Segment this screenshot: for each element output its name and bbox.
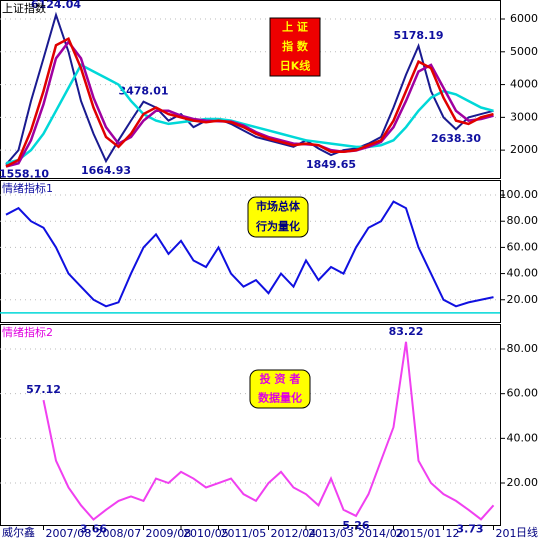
x-tick-label: 2014/02	[358, 527, 404, 540]
badge-text: 投 资 者	[260, 372, 301, 386]
y-tick-label: 2000	[510, 143, 538, 156]
badge-text: 指 数	[282, 39, 309, 53]
y-tick-label: 60.00	[507, 240, 539, 253]
badge-text: 行为量化	[255, 219, 300, 233]
y-tick-label: 60.00	[507, 387, 539, 400]
panel-title: 上证指数	[2, 1, 46, 15]
badge-text: 数据量化	[258, 391, 302, 405]
value-label: 1664.93	[81, 164, 131, 177]
footer-left: 威尔鑫	[2, 525, 35, 539]
panel-frame	[0, 324, 501, 526]
badge	[269, 17, 321, 77]
footer-right: 日线	[516, 525, 538, 539]
value-label: 5178.19	[393, 29, 443, 42]
y-tick-label: 20.00	[507, 293, 539, 306]
value-label: 1849.65	[306, 158, 356, 171]
x-tick-label: 2010/05	[183, 527, 229, 540]
x-tick-label: 201	[496, 527, 517, 540]
y-tick-label: 80.00	[507, 342, 539, 355]
badge	[247, 196, 309, 238]
series-line	[5, 200, 494, 308]
value-label: 6124.04	[31, 0, 81, 11]
panel-frame	[0, 0, 501, 179]
value-label: 3.73	[456, 522, 483, 535]
y-tick-label: 100.00	[500, 188, 539, 201]
y-tick-label: 80.00	[507, 214, 539, 227]
badge-text: 日K线	[280, 58, 311, 72]
value-label: 3478.01	[118, 85, 168, 98]
x-tick-label: 2011/05	[221, 527, 267, 540]
badge-text: 市场总体	[256, 199, 301, 213]
y-tick-label: 40.00	[507, 431, 539, 444]
badge	[249, 369, 311, 409]
series-line	[5, 11, 494, 166]
value-label: 57.12	[26, 383, 61, 396]
x-tick-label: 2015/01	[396, 527, 442, 540]
panel-title: 情绪指标2	[2, 325, 53, 339]
y-tick-label: 3000	[510, 110, 538, 123]
panel-title: 情绪指标1	[2, 181, 53, 195]
x-tick-label: 2012/04	[271, 527, 317, 540]
x-tick-label: 2007/08	[46, 527, 92, 540]
y-tick-label: 40.00	[507, 267, 539, 280]
panel-frame	[0, 180, 501, 323]
value-label: 83.22	[389, 325, 424, 338]
y-tick-label: 20.00	[507, 476, 539, 489]
y-tick-label: 5000	[510, 45, 538, 58]
x-tick-label: 2013/03	[308, 527, 354, 540]
series-line	[5, 63, 494, 165]
value-label: 2638.30	[431, 132, 481, 145]
value-label: 1558.10	[0, 168, 49, 181]
series-line	[42, 341, 495, 521]
y-tick-label: 6000	[510, 12, 538, 25]
x-tick-label: 2008/07	[96, 527, 142, 540]
series-line	[5, 36, 494, 168]
y-tick-label: 4000	[510, 78, 538, 91]
badge-text: 上 证	[282, 20, 308, 34]
x-tick-label: 12	[446, 527, 460, 540]
series-line	[5, 39, 494, 168]
x-tick-label: 2009/08	[146, 527, 192, 540]
